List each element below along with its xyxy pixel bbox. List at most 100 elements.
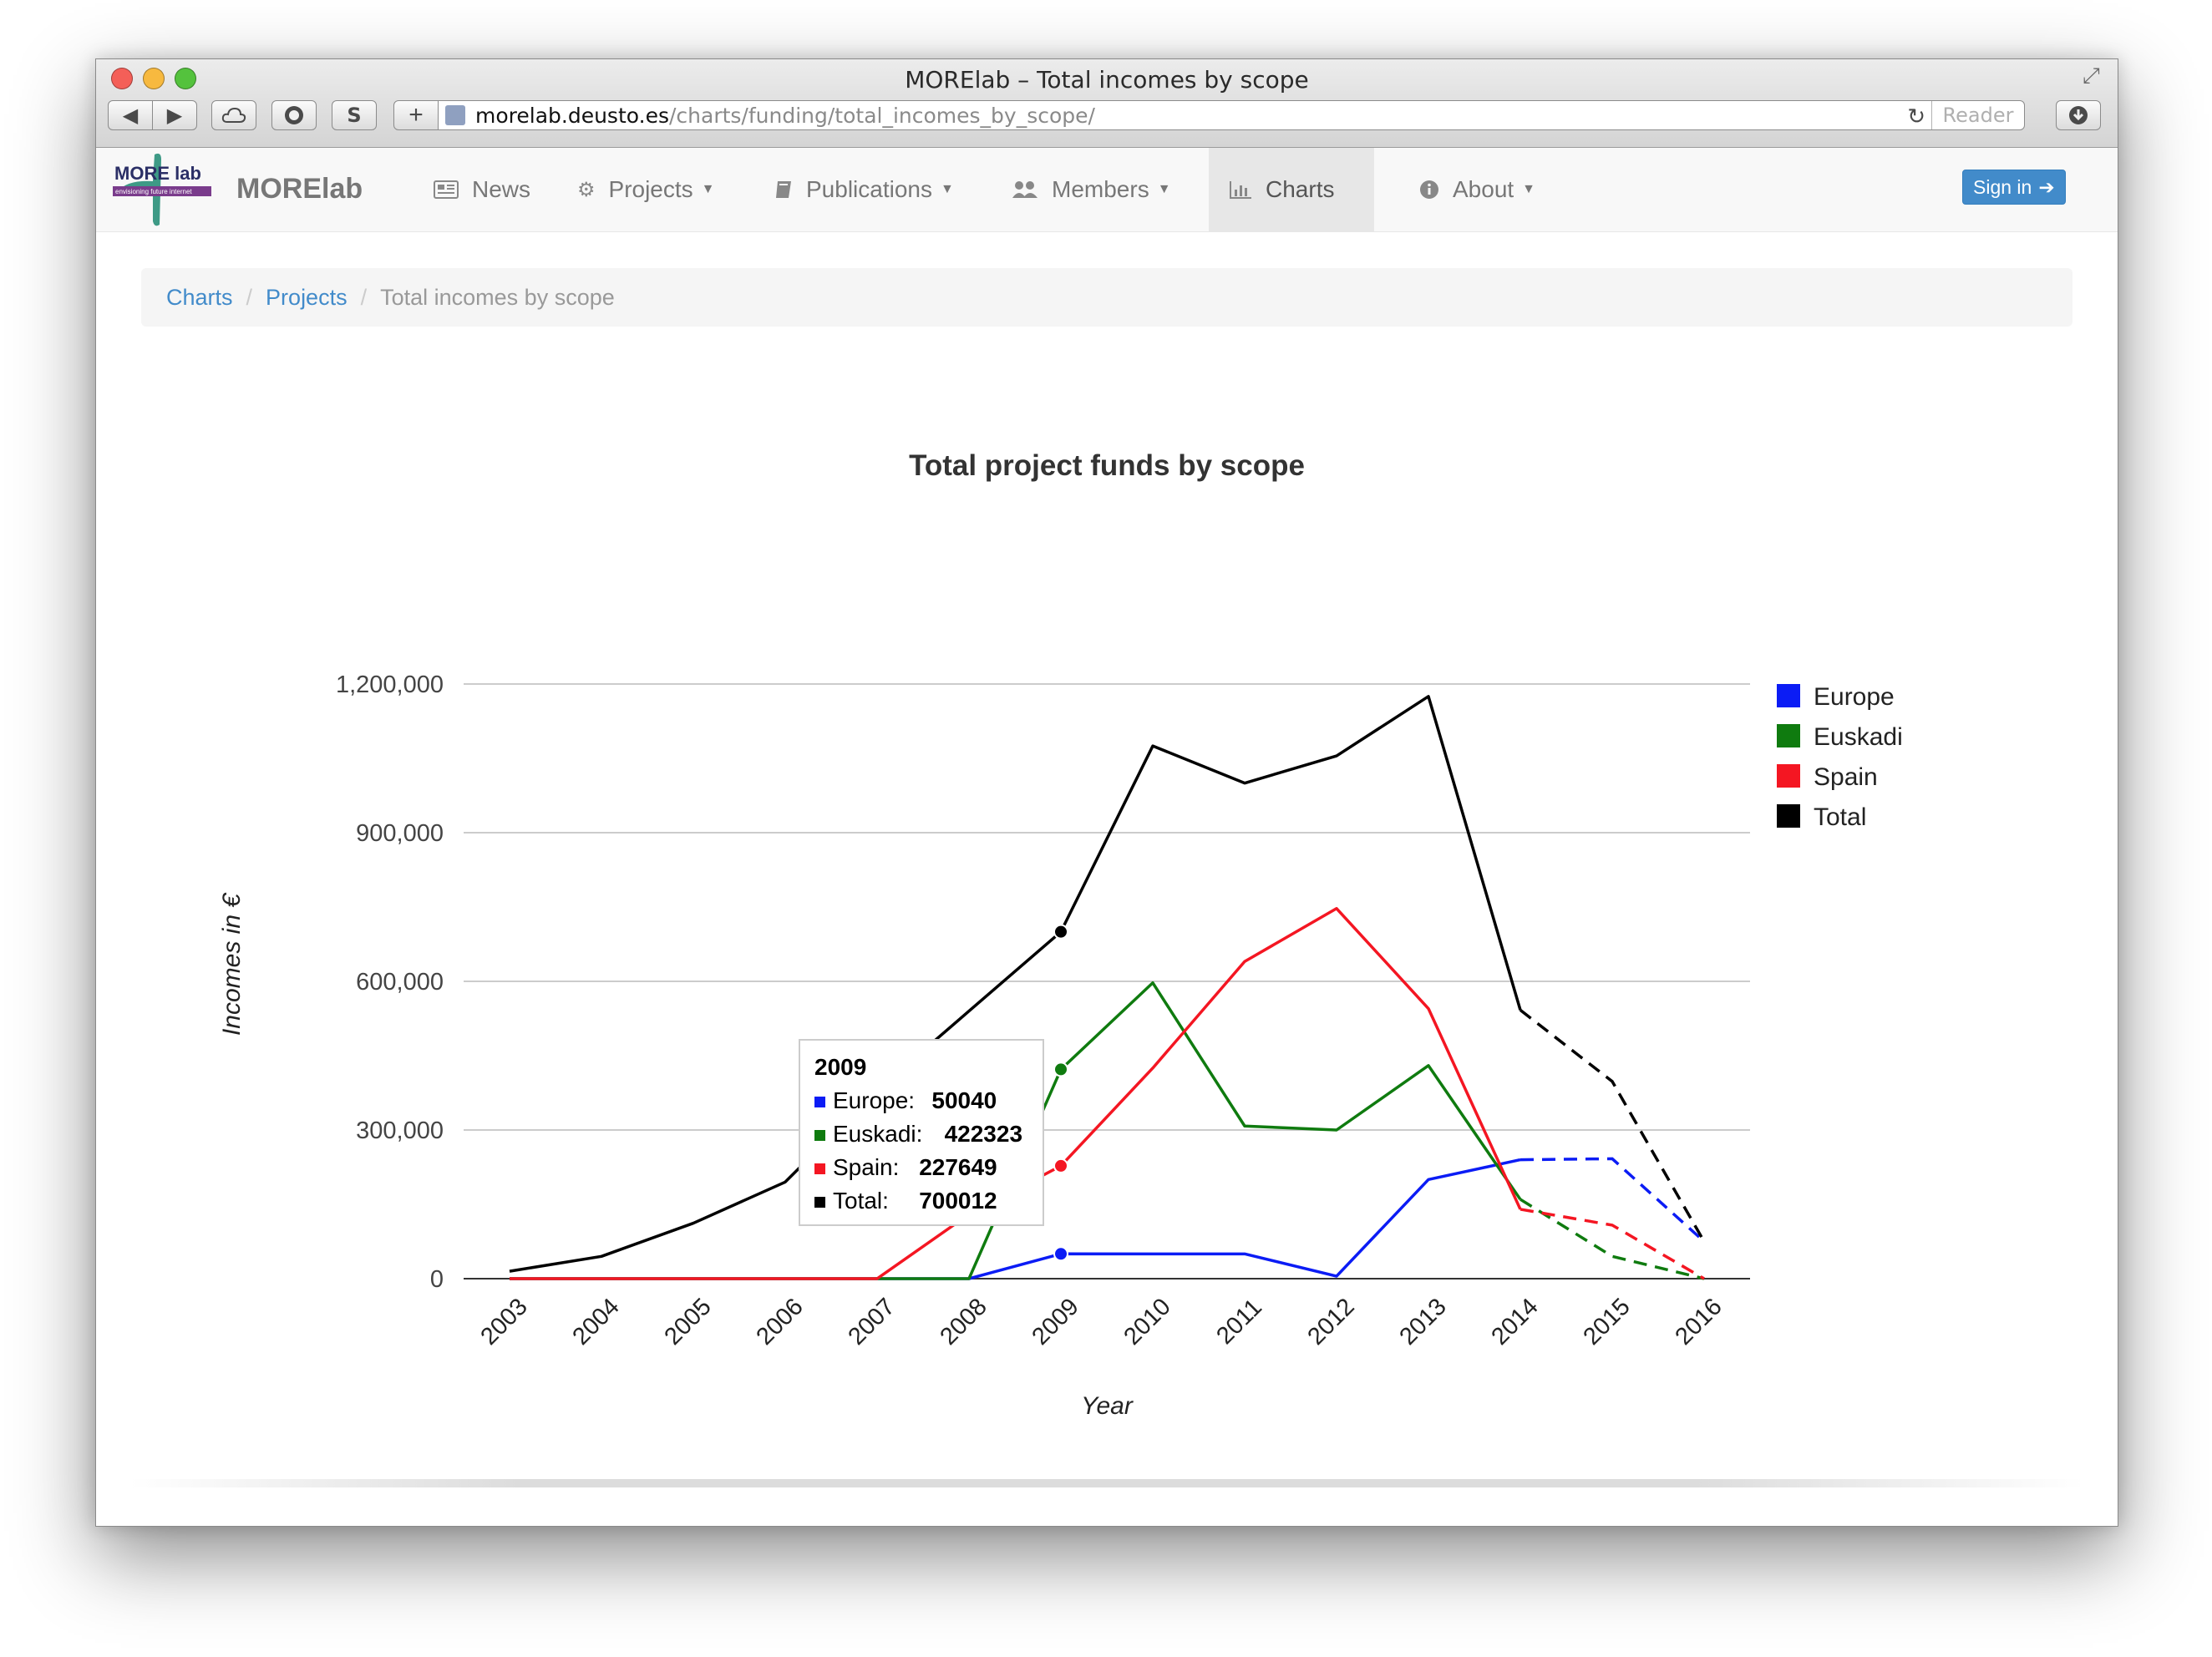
nav-about[interactable]: About ▼ (1399, 148, 1555, 231)
y-axis-title: Incomes in € (218, 893, 246, 1036)
series-line-dashed-europe (1519, 1157, 1706, 1243)
forward-arrow-icon: ▶ (166, 104, 183, 127)
nav-projects[interactable]: ⚙ Projects ▼ (557, 148, 735, 231)
icloud-tabs-button[interactable] (211, 100, 256, 130)
x-tick-label: 2010 (1119, 1294, 1176, 1350)
x-tick-label: 2009 (1027, 1294, 1084, 1350)
series-line-dashed-spain (1519, 1208, 1705, 1280)
x-tick-label: 2016 (1671, 1294, 1727, 1350)
bar-chart-icon (1229, 180, 1252, 200)
legend-swatch-spain (1777, 764, 1800, 788)
x-tick-label: 2004 (568, 1294, 625, 1350)
y-tick-label: 600,000 (356, 969, 444, 996)
fullscreen-icon[interactable]: ⤢ (2083, 63, 2100, 88)
nav-news-label: News (472, 176, 531, 202)
x-tick-label: 2006 (752, 1294, 809, 1350)
legend-label-total: Total (1814, 803, 1866, 831)
forward-button[interactable]: ▶ (152, 100, 197, 130)
minimize-window-button[interactable] (143, 68, 165, 89)
x-tick-label: 2005 (660, 1294, 717, 1350)
logo-tagline: envisioning future internet (115, 188, 192, 195)
s-extension-button[interactable]: S (332, 100, 377, 130)
tooltip-swatch (814, 1197, 825, 1208)
x-tick-label: 2013 (1395, 1294, 1452, 1350)
breadcrumb-current: Total incomes by scope (380, 284, 615, 310)
url-host: morelab.deusto.es (475, 103, 669, 128)
y-tick-label: 0 (430, 1266, 444, 1293)
sign-in-button[interactable]: Sign in ➔ (1962, 170, 2066, 205)
tooltip-row-label: Europe: (833, 1087, 915, 1113)
x-tick-label: 2012 (1303, 1294, 1360, 1350)
nav-publications[interactable]: Publications ▼ (754, 148, 974, 231)
nav-projects-label: Projects (608, 176, 693, 202)
data-point-total (1053, 924, 1068, 940)
x-tick-label: 2011 (1211, 1294, 1267, 1350)
chart-title: Total project funds by scope (909, 449, 1305, 482)
nav-news[interactable]: News (413, 148, 550, 231)
book-icon (774, 180, 793, 200)
sign-in-icon: ➔ (2038, 175, 2055, 198)
series-line-dashed-euskadi (1519, 1198, 1705, 1280)
breadcrumb: Charts / Projects / Total incomes by sco… (141, 268, 2072, 327)
data-point-europe (1053, 1246, 1068, 1262)
morelab-logo[interactable]: MORE lab envisioning future internet (111, 151, 215, 228)
brand-name[interactable]: MORElab (236, 173, 363, 205)
y-tick-label: 300,000 (356, 1117, 444, 1144)
site-favicon-icon (445, 105, 465, 125)
breadcrumb-projects[interactable]: Projects (266, 284, 348, 310)
tooltip-row-label: Total: (833, 1188, 889, 1214)
line-chart: Total project funds by scope 0 300,000 600,… (218, 449, 1903, 1420)
nav-members[interactable]: Members ▼ (992, 148, 1191, 231)
breadcrumb-charts[interactable]: Charts (166, 284, 233, 310)
site-navbar: MORE lab envisioning future internet MOR… (96, 148, 2118, 232)
tooltip-swatch (814, 1097, 825, 1107)
window-title: MORElab – Total incomes by scope (905, 66, 1309, 94)
data-point-euskadi (1053, 1062, 1068, 1077)
downloads-button[interactable] (2056, 100, 2101, 130)
zoom-window-button[interactable] (175, 68, 196, 89)
x-tick-label: 2008 (936, 1294, 992, 1350)
tooltip-row-label: Spain: (833, 1154, 899, 1180)
back-arrow-icon: ◀ (122, 104, 139, 127)
breadcrumb-separator: / (246, 284, 253, 310)
gears-icon: ⚙ (577, 178, 596, 201)
tooltip-row-label: Euskadi: (833, 1121, 922, 1147)
sign-in-label: Sign in (1973, 175, 2032, 198)
nav-publications-label: Publications (806, 176, 932, 202)
new-tab-button[interactable]: + (393, 100, 439, 130)
ghostery-button[interactable] (271, 100, 317, 130)
data-point-spain (1053, 1158, 1068, 1173)
group-icon (1012, 180, 1038, 200)
legend-swatch-europe (1777, 684, 1800, 707)
title-bar: MORElab – Total incomes by scope ⤢ ◀ ▶ S… (96, 59, 2118, 148)
y-tick-label: 900,000 (356, 820, 444, 847)
x-tick-label: 2007 (844, 1294, 901, 1350)
reader-button[interactable]: Reader (1931, 101, 2024, 129)
legend-label-spain: Spain (1814, 763, 1878, 791)
browser-window: MORElab – Total incomes by scope ⤢ ◀ ▶ S… (95, 58, 2118, 1527)
tooltip-box (799, 1039, 1044, 1226)
x-axis-title: Year (1081, 1392, 1134, 1420)
caret-down-icon: ▼ (1522, 182, 1536, 196)
plus-icon: + (408, 101, 424, 129)
url-path: /charts/funding/total_incomes_by_scope/ (668, 103, 1095, 128)
legend-swatch-euskadi (1777, 724, 1800, 747)
address-bar[interactable]: morelab.deusto.es/charts/funding/total_i… (438, 100, 2025, 130)
cloud-icon (221, 107, 246, 123)
back-button[interactable]: ◀ (108, 100, 153, 130)
legend-label-europe: Europe (1814, 683, 1895, 711)
reload-icon[interactable]: ↻ (1907, 104, 1925, 129)
logo-text: MORE lab (114, 163, 201, 184)
tooltip-row-value: 422323 (945, 1121, 1022, 1147)
newspaper-icon (434, 180, 459, 199)
x-tick-label: 2015 (1579, 1294, 1636, 1350)
tooltip-row-value: 700012 (919, 1188, 997, 1214)
download-icon (2069, 106, 2088, 124)
tooltip-row-value: 227649 (919, 1154, 997, 1180)
nav-charts[interactable]: Charts (1209, 148, 1374, 231)
close-window-button[interactable] (111, 68, 133, 89)
chart-tooltip: 2009 Europe: 50040 Euskadi: 422323 Spain: 2276… (799, 1039, 1044, 1226)
tooltip-title: 2009 (814, 1054, 866, 1080)
breadcrumb-separator: / (360, 284, 368, 310)
caret-down-icon: ▼ (1157, 182, 1171, 196)
